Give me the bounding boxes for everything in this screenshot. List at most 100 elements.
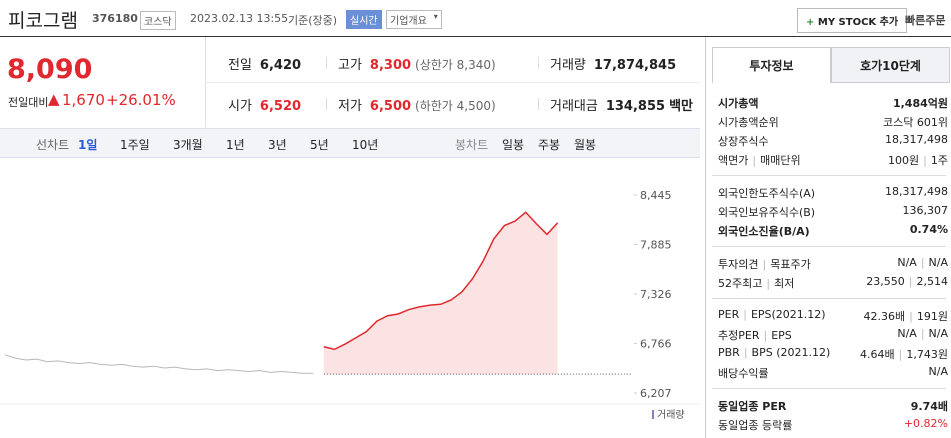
value-text: 42.36배	[863, 310, 906, 323]
change-label: 전일대비	[8, 96, 49, 109]
info-value: +0.82%	[904, 417, 948, 430]
separator: |	[743, 308, 747, 321]
label-text: 액면가	[718, 154, 749, 167]
info-value: N/A	[929, 365, 948, 378]
info-label: 시가총액순위	[718, 114, 779, 130]
info-tab[interactable]: 투자정보	[712, 47, 831, 83]
info-label: 동일업종 등락률	[718, 417, 792, 433]
tab-group-label: 선차트	[36, 138, 70, 152]
separator: |	[909, 310, 913, 323]
quote-label: 시가	[228, 99, 252, 114]
separator: |	[762, 258, 767, 271]
label-text: 목표주가	[770, 258, 811, 271]
period-tab[interactable]: 10년	[352, 138, 379, 152]
y-tick-label: 6,207	[640, 387, 672, 400]
value-text: 1주	[930, 154, 948, 167]
info-label: 동일업종 PER	[718, 398, 786, 414]
volume-legend-icon	[652, 410, 654, 419]
period-tab[interactable]: 1주일	[120, 138, 150, 152]
period-tab[interactable]: 1년	[226, 138, 245, 152]
quote-sub: (하한가 4,500)	[415, 99, 496, 113]
price-line	[4, 354, 314, 374]
separator: |	[908, 275, 913, 288]
quote-sub: (상한가 8,340)	[415, 58, 496, 72]
label-text: 동일업종 등락률	[718, 419, 793, 432]
value-text: N/A	[928, 256, 948, 269]
divider	[712, 388, 946, 389]
candle-tab[interactable]: 월봉	[574, 138, 597, 152]
period-tab[interactable]: 5년	[310, 138, 329, 152]
value-text: 9.74배	[910, 400, 948, 413]
value-text: 136,307	[902, 204, 949, 217]
label-text: 외국인소진율(B/A)	[718, 225, 810, 238]
info-row: 추정PER | EPS N/A | N/A	[718, 327, 948, 345]
divider	[538, 98, 539, 110]
value-text: 18,317,498	[885, 185, 948, 198]
info-value: 23,550 | 2,514	[866, 275, 948, 288]
quote-label: 거래대금	[550, 99, 598, 114]
quote-value: 6,420	[259, 58, 302, 73]
y-tick-label: 7,885	[640, 239, 672, 252]
quote-value: 6,500	[369, 99, 412, 114]
info-tab[interactable]: 호가10단계	[831, 47, 950, 83]
info-label: 시가총액	[718, 95, 758, 111]
change-value: 1,670	[62, 91, 105, 109]
separator: |	[920, 256, 925, 269]
period-tab[interactable]: 3개월	[173, 138, 203, 152]
value-text: 2,514	[916, 275, 949, 288]
info-label: 액면가 | 매매단위	[718, 152, 801, 168]
quote-cell: 거래량 17,874,845	[550, 54, 676, 73]
info-value: 42.36배 | 191원	[864, 308, 948, 324]
market-badge: 코스닥	[140, 11, 176, 30]
label-text: 매매단위	[760, 154, 801, 167]
label-text: 52주최고	[718, 277, 763, 290]
header: 피코그램 376180 코스닥 2023.02.13 13:55 기준(장중) …	[0, 0, 951, 37]
candle-tab[interactable]: 주봉	[538, 138, 561, 152]
company-label: 기업개요	[390, 16, 427, 27]
quote-label: 저가	[338, 99, 362, 114]
info-label: 상장주식수	[718, 133, 769, 149]
value-text: +0.82%	[903, 417, 948, 430]
info-value: 9.74배	[911, 398, 948, 414]
divider	[712, 175, 946, 176]
label-text: 시가총액순위	[718, 116, 779, 129]
info-value: 0.74%	[910, 223, 948, 236]
period-tab[interactable]: 3년	[268, 138, 287, 152]
company-button[interactable]: 기업개요 ▾	[386, 10, 442, 29]
value-text: 18,317,498	[885, 133, 948, 146]
my-stock-button[interactable]: + MY STOCK 추가	[797, 8, 908, 33]
quote-value: 134,855	[605, 99, 666, 114]
value-text: N/A	[928, 327, 948, 340]
value-text: 0.74%	[909, 223, 948, 236]
info-label: 52주최고 | 최저	[718, 275, 794, 291]
info-row: 외국인한도주식수(A) 18,317,498	[718, 185, 948, 203]
value-text: 191원	[916, 310, 948, 323]
divider	[712, 298, 946, 299]
info-label: 추정PER | EPS	[718, 327, 792, 343]
info-value: 코스닥 601위	[883, 114, 948, 130]
label-text: 동일업종 PER	[718, 400, 787, 413]
divider	[326, 57, 327, 69]
realtime-button[interactable]: 실시간	[346, 10, 382, 29]
info-row: 액면가 | 매매단위 100원 | 1주	[718, 152, 948, 170]
label-text: 외국인한도주식수(A)	[718, 187, 816, 200]
divider	[712, 246, 946, 247]
info-label: 배당수익률	[718, 365, 769, 381]
candle-tab[interactable]: 일봉	[502, 138, 525, 152]
info-row: 동일업종 PER 9.74배	[718, 398, 948, 416]
info-row: 시가총액 1,484억원	[718, 95, 948, 113]
separator: |	[763, 329, 768, 342]
info-label: PBR | BPS (2021.12)	[718, 346, 830, 359]
tab-group-label: 봉차트	[455, 138, 489, 152]
change-icon: ▲	[48, 90, 60, 108]
value-text: N/A	[928, 365, 948, 378]
period-tab[interactable]: 1일	[78, 138, 98, 152]
label-text: 최저	[774, 277, 795, 290]
quick-order[interactable]: 빠른주문	[905, 14, 946, 27]
volume-legend: 거래량	[657, 409, 685, 421]
basis: 기준(장중)	[288, 14, 338, 27]
value-text: 코스닥 601위	[883, 116, 948, 129]
info-row: 외국인보유주식수(B) 136,307	[718, 204, 948, 222]
quote-value: 17,874,845	[593, 58, 677, 73]
